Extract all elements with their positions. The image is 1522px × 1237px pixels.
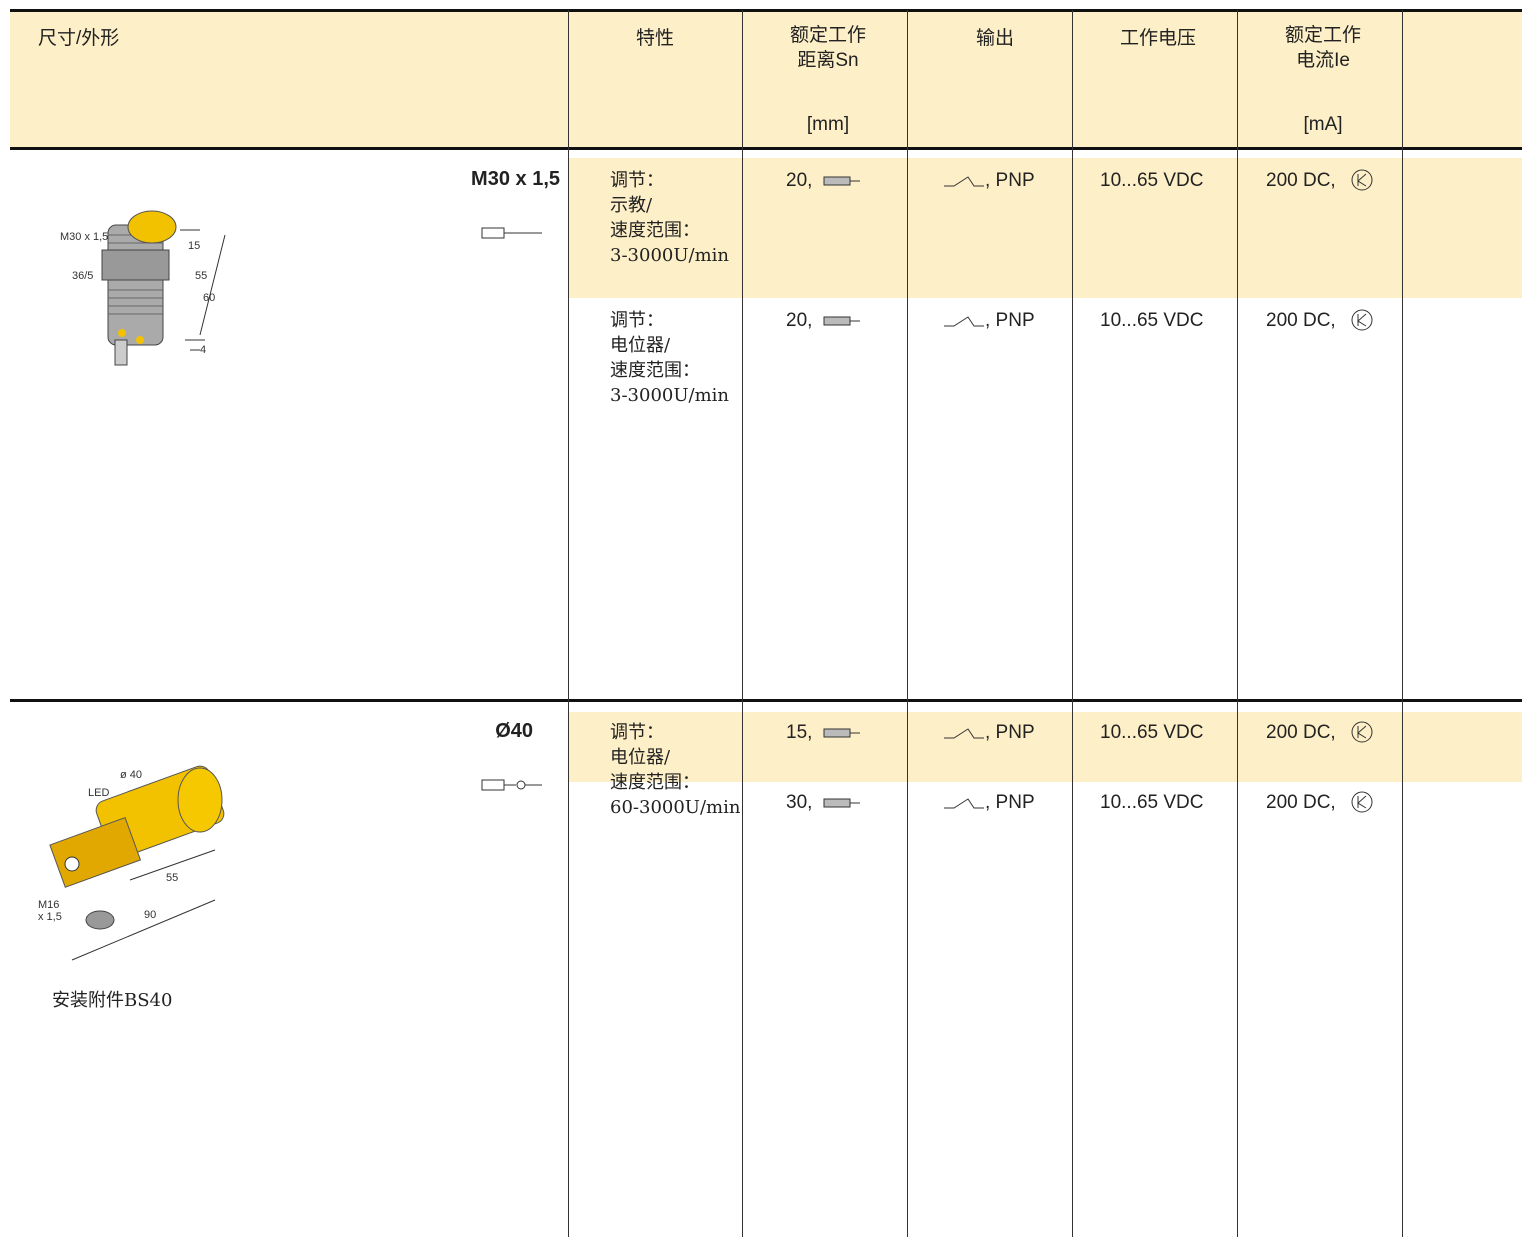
drawing-label: 60 <box>203 292 215 304</box>
range-text: 30, <box>786 792 813 813</box>
feature-text: 60-3000U/min <box>610 797 741 818</box>
header-text: 输出 <box>975 28 1015 49</box>
rule <box>10 9 1522 12</box>
header-text: 工作电压 <box>1119 28 1197 49</box>
current-text: 200 DC, <box>1266 722 1336 743</box>
sensing-icon <box>823 798 860 808</box>
drawing-label: M16 <box>38 899 59 911</box>
switch-icon <box>944 316 984 327</box>
header-bg <box>10 10 1522 148</box>
drawing-label: 36/5 <box>72 270 93 282</box>
feature-text: 3-3000U/min <box>610 245 729 266</box>
output-text: , PNP <box>985 792 1035 813</box>
range-text: 15, <box>786 722 813 743</box>
k-symbol <box>1351 309 1373 331</box>
note: 安装附件BS40 <box>52 990 173 1011</box>
drawing-label: 55 <box>166 872 178 884</box>
drawing-label: 55 <box>195 270 207 282</box>
voltage-text: 10...65 VDC <box>1100 170 1204 191</box>
sensing-icon <box>822 726 862 745</box>
col-line <box>1237 10 1238 1237</box>
connector-icon <box>481 227 542 239</box>
header-unit: [mA] <box>1303 114 1343 135</box>
header-unit: [mm] <box>806 114 850 135</box>
row-highlight <box>568 158 1522 298</box>
switch-icon <box>942 796 986 817</box>
feature-text: 调节： <box>610 310 664 331</box>
feature-text: 调节： <box>610 170 664 191</box>
drawing-label: ø 40 <box>120 769 142 781</box>
drawing-label: LED <box>88 787 109 799</box>
sensing-icon <box>822 174 862 193</box>
voltage-text: 10...65 VDC <box>1100 792 1204 813</box>
voltage-text: 10...65 VDC <box>1100 722 1204 743</box>
switch-icon <box>942 314 986 335</box>
connector-icon <box>481 779 542 791</box>
output-text: , PNP <box>985 310 1035 331</box>
feature-text: 速度范围： <box>610 772 700 793</box>
drawing-o40: ø 40 LED M16 x 1,5 55 90 <box>38 765 225 961</box>
switch-icon <box>944 798 984 809</box>
output-text: , PNP <box>985 722 1035 743</box>
current-text: 200 DC, <box>1266 310 1336 331</box>
k-symbol <box>1350 168 1374 197</box>
sensing-icon <box>823 316 860 326</box>
sensing-icon <box>822 796 862 815</box>
section-title: Ø40 <box>495 720 533 742</box>
col-line <box>742 10 743 1237</box>
switch-icon <box>944 176 984 187</box>
drawing-label: 90 <box>144 909 156 921</box>
sensing-icon <box>823 728 860 738</box>
range-text: 20, <box>786 170 813 191</box>
switch-icon <box>942 726 986 747</box>
voltage-text: 10...65 VDC <box>1100 310 1204 331</box>
output-text: , PNP <box>985 170 1035 191</box>
sensing-icon <box>823 176 860 186</box>
col-line <box>1402 10 1403 1237</box>
header-text: 额定工作 <box>789 25 867 46</box>
sensing-icon <box>822 314 862 333</box>
drawing-label: M30 x 1,5 <box>60 231 108 243</box>
header-text: 尺寸/外形 <box>38 28 120 49</box>
row-highlight <box>568 712 1522 782</box>
switch-icon <box>944 728 984 739</box>
switch-icon <box>942 174 986 195</box>
feature-text: 3-3000U/min <box>610 385 729 406</box>
current-text: 200 DC, <box>1266 170 1336 191</box>
feature-text: 示教/ <box>610 195 653 216</box>
drawing-label: 4 <box>200 344 206 356</box>
section-title: M30 x 1,5 <box>471 168 560 190</box>
header-text: 距离Sn <box>797 50 859 71</box>
drawing-label: x 1,5 <box>38 911 62 923</box>
feature-text: 电位器/ <box>610 747 671 768</box>
header-text: 额定工作 <box>1284 25 1362 46</box>
k-symbol <box>1350 308 1374 337</box>
drawing-m30: M30 x 1,5 36/5 15 55 60 4 <box>60 210 226 366</box>
k-symbol <box>1351 791 1373 813</box>
feature-text: 速度范围： <box>610 360 700 381</box>
col-line <box>907 10 908 1237</box>
feature-text: 速度范围： <box>610 220 700 241</box>
k-symbol <box>1351 721 1373 743</box>
k-symbol <box>1350 720 1374 749</box>
range-text: 20, <box>786 310 813 331</box>
k-symbol <box>1350 790 1374 819</box>
drawing-label: 15 <box>188 240 200 252</box>
col-line <box>568 10 569 1237</box>
rule <box>10 699 1522 702</box>
header-text: 电流Ie <box>1296 50 1350 71</box>
rule <box>10 147 1522 150</box>
k-symbol <box>1351 169 1373 191</box>
header-text: 特性 <box>635 28 675 49</box>
feature-text: 电位器/ <box>610 335 671 356</box>
current-text: 200 DC, <box>1266 792 1336 813</box>
feature-text: 调节： <box>610 722 664 743</box>
col-line <box>1072 10 1073 1237</box>
